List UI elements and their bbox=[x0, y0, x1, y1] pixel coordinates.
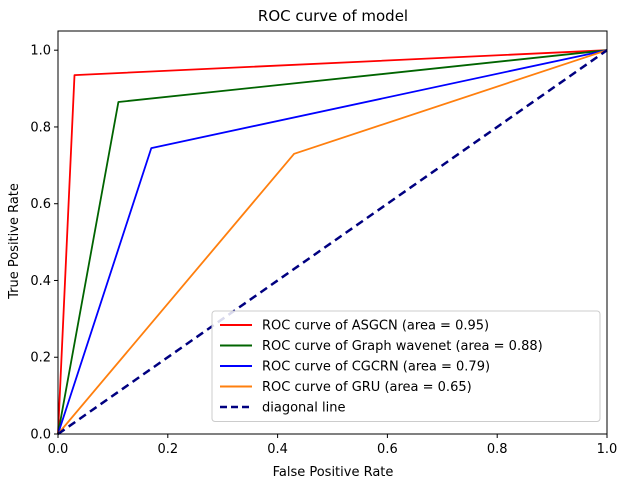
y-tick-label: 1.0 bbox=[30, 44, 51, 59]
series-line-1 bbox=[57, 49, 608, 435]
x-tick-label: 1.0 bbox=[597, 442, 618, 457]
series-line-4 bbox=[57, 49, 608, 436]
y-tick-label: 0.2 bbox=[30, 351, 51, 366]
plot-frame bbox=[57, 30, 608, 435]
x-tick-label: 0.4 bbox=[267, 442, 288, 457]
legend-label-2: ROC curve of CGCRN (area = 0.79) bbox=[262, 360, 490, 375]
y-tick-label: 0.8 bbox=[30, 120, 51, 135]
series-line-2 bbox=[57, 49, 608, 435]
legend-box bbox=[211, 310, 601, 422]
x-tick-label: 0.2 bbox=[157, 442, 178, 457]
y-tick-label: 0.0 bbox=[30, 428, 51, 443]
legend-label-1: ROC curve of Graph wavenet (area = 0.88) bbox=[262, 339, 543, 354]
x-tick-label: 0.8 bbox=[487, 442, 508, 457]
series-line-3 bbox=[57, 49, 608, 435]
legend-label-3: ROC curve of GRU (area = 0.65) bbox=[262, 380, 472, 395]
x-axis-label: False Positive Rate bbox=[273, 465, 394, 480]
plot-area: 0.0 0.2 0.4 0.6 0.8 1.0 0.0 0.2 0.4 0.6 0.8 1.0 ROC … bbox=[30, 30, 618, 457]
x-tick-label: 0.0 bbox=[48, 442, 69, 457]
x-tick-label: 0.6 bbox=[377, 442, 398, 457]
series-line-0 bbox=[57, 49, 608, 435]
y-axis-label: True Positive Rate bbox=[7, 183, 22, 300]
legend-label-0: ROC curve of ASGCN (area = 0.95) bbox=[262, 319, 489, 334]
legend-label-4: diagonal line bbox=[262, 401, 345, 416]
y-tick-label: 0.6 bbox=[30, 197, 51, 212]
chart-title: ROC curve of model bbox=[258, 7, 408, 25]
y-tick-label: 0.4 bbox=[30, 274, 51, 289]
